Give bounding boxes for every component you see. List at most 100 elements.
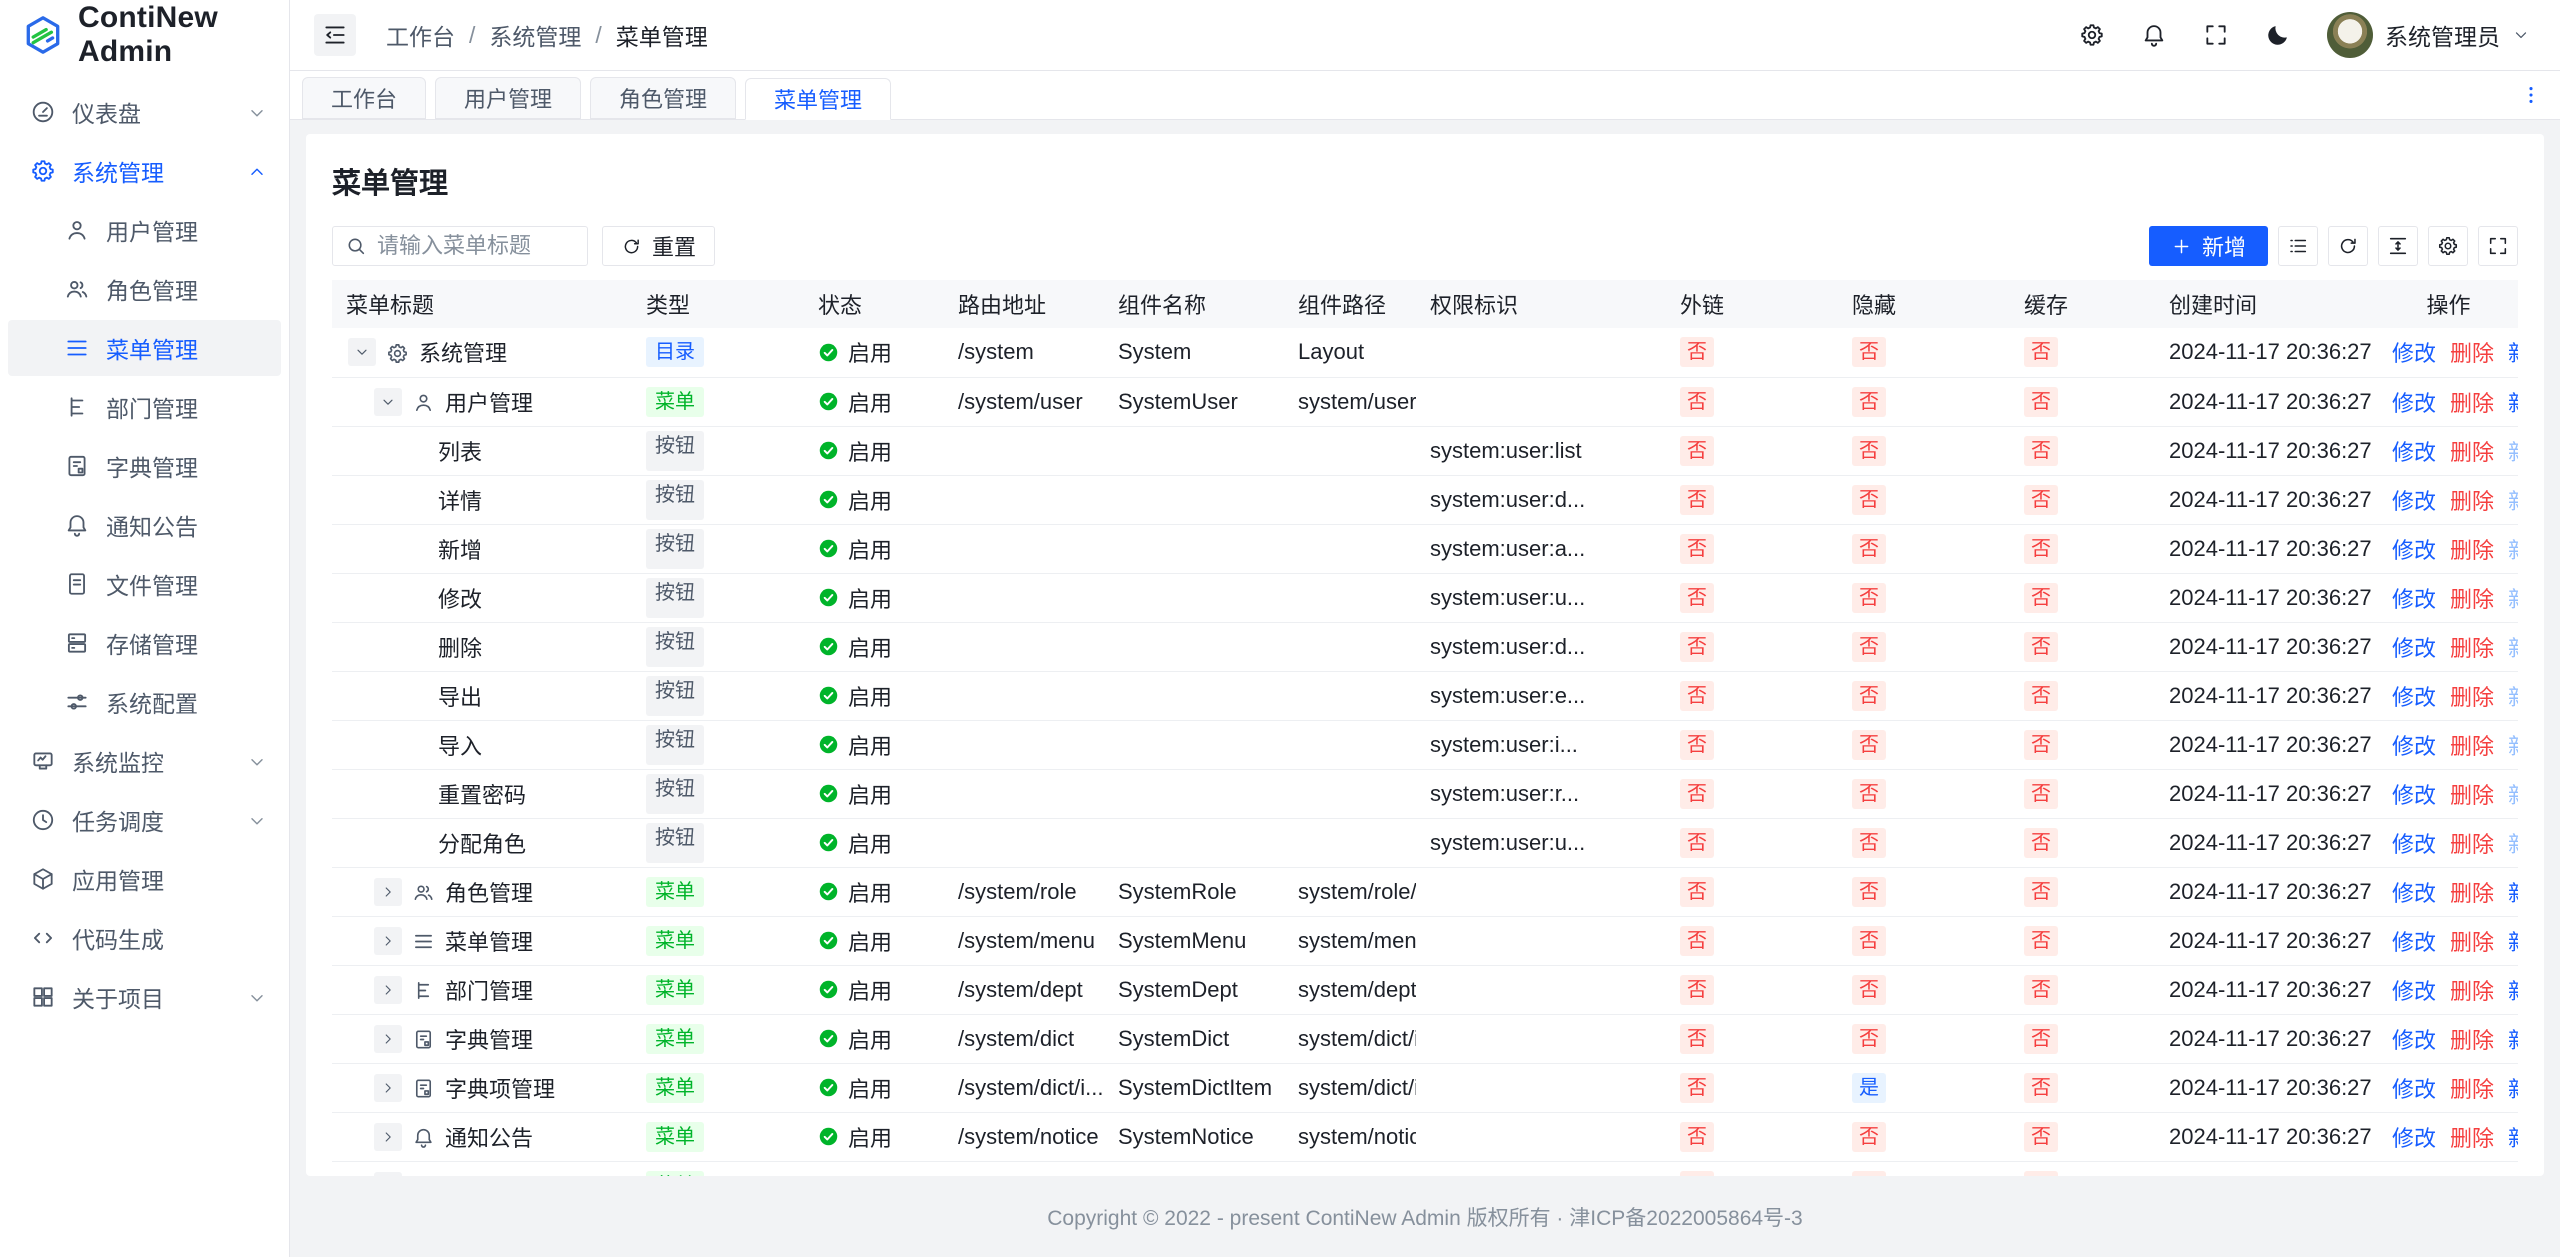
sidebar-item-通知公告[interactable]: 通知公告 (8, 497, 281, 553)
edit-link[interactable]: 修改 (2392, 832, 2436, 857)
row-expand-button[interactable] (374, 927, 402, 955)
delete-link[interactable]: 删除 (2450, 341, 2494, 366)
bell-button[interactable] (2141, 22, 2167, 48)
delete-link[interactable]: 删除 (2450, 1077, 2494, 1102)
search-input[interactable] (377, 233, 575, 259)
delete-link[interactable]: 删除 (2450, 685, 2494, 710)
tab-用户管理[interactable]: 用户管理 (435, 77, 581, 119)
delete-link[interactable]: 删除 (2450, 538, 2494, 563)
add-link[interactable]: 新增 (2508, 1126, 2518, 1151)
moon-button[interactable] (2265, 22, 2291, 48)
sidebar-item-系统监控[interactable]: 系统监控 (8, 733, 281, 789)
add-link[interactable]: 新增 (2508, 636, 2518, 661)
edit-link[interactable]: 修改 (2392, 881, 2436, 906)
row-expand-button[interactable] (374, 976, 402, 1004)
row-expand-button[interactable] (374, 1025, 402, 1053)
edit-link[interactable]: 修改 (2392, 587, 2436, 612)
add-link[interactable]: 新增 (2508, 489, 2518, 514)
edit-link[interactable]: 修改 (2392, 1077, 2436, 1102)
row-expand-button[interactable] (374, 878, 402, 906)
table-tool-settings-button[interactable] (2428, 226, 2468, 266)
delete-link[interactable]: 删除 (2450, 587, 2494, 612)
add-link[interactable]: 新增 (2508, 1077, 2518, 1102)
row-expand-button[interactable] (374, 1074, 402, 1102)
add-button[interactable]: 新增 (2149, 226, 2268, 266)
add-link[interactable]: 新增 (2508, 685, 2518, 710)
sidebar-item-部门管理[interactable]: 部门管理 (8, 379, 281, 435)
edit-link[interactable]: 修改 (2392, 538, 2436, 563)
delete-link[interactable]: 删除 (2450, 489, 2494, 514)
add-link[interactable]: 新增 (2508, 930, 2518, 955)
add-link[interactable]: 新增 (2508, 587, 2518, 612)
row-expand-button[interactable] (348, 338, 376, 366)
sidebar-item-仪表盘[interactable]: 仪表盘 (8, 84, 281, 140)
edit-link[interactable]: 修改 (2392, 1126, 2436, 1151)
table-tool-fullscreen-button[interactable] (2478, 226, 2518, 266)
sidebar-item-字典管理[interactable]: 字典管理 (8, 438, 281, 494)
delete-link[interactable]: 删除 (2450, 979, 2494, 1004)
add-link[interactable]: 新增 (2508, 440, 2518, 465)
add-link[interactable]: 新增 (2508, 341, 2518, 366)
sidebar-item-系统配置[interactable]: 系统配置 (8, 674, 281, 730)
sidebar-item-角色管理[interactable]: 角色管理 (8, 261, 281, 317)
sidebar-item-代码生成[interactable]: 代码生成 (8, 910, 281, 966)
row-expand-button[interactable] (374, 1123, 402, 1151)
sidebar-item-存储管理[interactable]: 存储管理 (8, 615, 281, 671)
sidebar-item-应用管理[interactable]: 应用管理 (8, 851, 281, 907)
row-expand-button[interactable] (374, 388, 402, 416)
edit-link[interactable]: 修改 (2392, 979, 2436, 1004)
sidebar-item-关于项目[interactable]: 关于项目 (8, 969, 281, 1025)
edit-link[interactable]: 修改 (2392, 489, 2436, 514)
delete-link[interactable]: 删除 (2450, 391, 2494, 416)
delete-link[interactable]: 删除 (2450, 930, 2494, 955)
tab-工作台[interactable]: 工作台 (302, 77, 426, 119)
tab-more-button[interactable] (2520, 71, 2542, 119)
delete-link[interactable]: 删除 (2450, 1028, 2494, 1053)
fullscreen-button[interactable] (2203, 22, 2229, 48)
table-tool-list-button[interactable] (2278, 226, 2318, 266)
add-link[interactable]: 新增 (2508, 391, 2518, 416)
breadcrumb-item[interactable]: 系统管理 (489, 18, 581, 52)
add-link[interactable]: 新增 (2508, 1028, 2518, 1053)
edit-link[interactable]: 修改 (2392, 1028, 2436, 1053)
edit-link[interactable]: 修改 (2392, 341, 2436, 366)
sidebar-collapse-button[interactable] (314, 14, 356, 56)
breadcrumb-item[interactable]: 工作台 (386, 18, 455, 52)
app-title: ContiNew Admin (78, 1, 289, 69)
table-tool-lineheight-button[interactable] (2378, 226, 2418, 266)
delete-link[interactable]: 删除 (2450, 881, 2494, 906)
user-menu[interactable]: 系统管理员 (2327, 12, 2530, 58)
add-link[interactable]: 新增 (2508, 832, 2518, 857)
sidebar-item-用户管理[interactable]: 用户管理 (8, 202, 281, 258)
add-link[interactable]: 新增 (2508, 538, 2518, 563)
delete-link[interactable]: 删除 (2450, 783, 2494, 808)
tab-菜单管理[interactable]: 菜单管理 (745, 78, 891, 120)
edit-link[interactable]: 修改 (2392, 734, 2436, 759)
table-tool-refresh-button[interactable] (2328, 226, 2368, 266)
component-name-cell (1104, 524, 1284, 573)
sidebar-item-系统管理[interactable]: 系统管理 (8, 143, 281, 199)
edit-link[interactable]: 修改 (2392, 783, 2436, 808)
add-link[interactable]: 新增 (2508, 783, 2518, 808)
edit-link[interactable]: 修改 (2392, 636, 2436, 661)
add-link[interactable]: 新增 (2508, 979, 2518, 1004)
sidebar-item-菜单管理[interactable]: 菜单管理 (8, 320, 281, 376)
delete-link[interactable]: 删除 (2450, 1126, 2494, 1151)
settings-button[interactable] (2079, 22, 2105, 48)
sidebar-item-任务调度[interactable]: 任务调度 (8, 792, 281, 848)
delete-link[interactable]: 删除 (2450, 440, 2494, 465)
add-link[interactable]: 新增 (2508, 881, 2518, 906)
delete-link[interactable]: 删除 (2450, 734, 2494, 759)
delete-link[interactable]: 删除 (2450, 636, 2494, 661)
add-link[interactable]: 新增 (2508, 734, 2518, 759)
edit-link[interactable]: 修改 (2392, 930, 2436, 955)
edit-link[interactable]: 修改 (2392, 391, 2436, 416)
edit-link[interactable]: 修改 (2392, 440, 2436, 465)
reset-button[interactable]: 重置 (602, 226, 715, 266)
delete-link[interactable]: 删除 (2450, 832, 2494, 857)
component-name-cell: SystemNotice (1104, 1112, 1284, 1161)
sidebar-item-文件管理[interactable]: 文件管理 (8, 556, 281, 612)
edit-link[interactable]: 修改 (2392, 685, 2436, 710)
row-title: 通知公告 (445, 1121, 533, 1153)
tab-角色管理[interactable]: 角色管理 (590, 77, 736, 119)
